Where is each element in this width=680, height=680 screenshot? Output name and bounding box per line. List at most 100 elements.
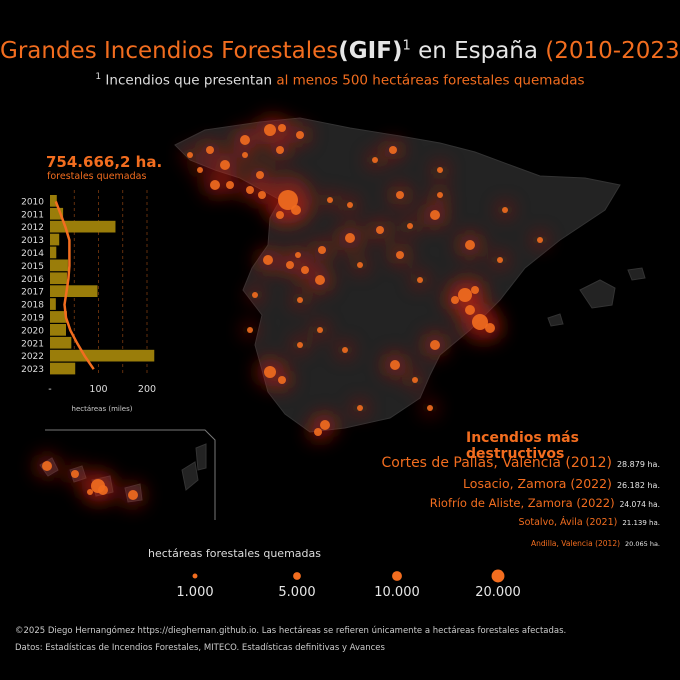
- fire-point: [295, 252, 301, 258]
- fire-point: [345, 233, 355, 243]
- ranking-item-hectares: 28.879 ha.: [616, 460, 660, 469]
- fire-point: [264, 366, 276, 378]
- footer-source: Datos: Estadísticas de Incendios Foresta…: [15, 643, 385, 653]
- fire-point: [465, 305, 475, 315]
- trend-line: [54, 200, 95, 370]
- bar: [50, 220, 116, 233]
- ranking-item-name: Cortes de Pallás, Valencia (2012): [381, 455, 612, 471]
- total-burned-label: forestales quemadas: [47, 171, 147, 182]
- fire-point: [317, 327, 323, 333]
- fire-point: [206, 146, 214, 154]
- ranking-item-name: Sotalvo, Ávila (2021): [518, 517, 618, 528]
- fire-point: [301, 266, 309, 274]
- bar: [50, 233, 60, 246]
- canary-inset-border: [45, 429, 216, 520]
- ranking-item-hectares: 24.074 ha.: [619, 500, 660, 509]
- fire-point: [417, 277, 423, 283]
- bar: [50, 298, 56, 310]
- fire-point: [427, 405, 433, 411]
- fire-point: [187, 152, 193, 158]
- fire-point: [485, 323, 495, 333]
- ranking-item: Cortes de Pallás, Valencia (2012) 28.879 …: [381, 455, 660, 471]
- size-legend-label: 1.000: [176, 585, 214, 600]
- ranking-item-hectares: 26.182 ha.: [616, 481, 660, 490]
- size-legend-circle: [293, 572, 301, 580]
- ranking-item-name: Riofrío de Aliste, Zamora (2022): [429, 496, 615, 510]
- bar: [50, 195, 57, 207]
- total-burned-value: 754.666,2 ha.: [46, 153, 163, 171]
- fire-point: [430, 340, 440, 350]
- page-title: Grandes Incendios Forestales(GIF)1 en Es…: [0, 38, 680, 64]
- fire-point: [390, 360, 400, 370]
- fire-point: [226, 181, 234, 189]
- fire-point: [318, 246, 326, 254]
- fire-point: [297, 297, 303, 303]
- bar: [50, 207, 64, 220]
- fire-point: [471, 286, 479, 294]
- balearic-islands: [547, 267, 646, 327]
- fire-point: [412, 377, 418, 383]
- bar: [50, 311, 67, 323]
- fire-point: [278, 190, 298, 210]
- fire-point: [256, 171, 264, 179]
- fire-point: [276, 146, 284, 154]
- ranking-item-hectares: 20.065 ha.: [625, 540, 660, 548]
- fire-point: [98, 485, 108, 495]
- year-tick-label: 2021: [21, 339, 44, 349]
- size-legend-circle: [392, 571, 402, 581]
- fire-point: [389, 146, 397, 154]
- fire-point: [458, 288, 472, 302]
- year-tick-label: 2013: [21, 236, 44, 246]
- size-legend-label: 5.000: [278, 585, 316, 600]
- fire-point: [437, 192, 443, 198]
- year-tick-label: 2015: [21, 262, 44, 272]
- fire-point: [278, 124, 286, 132]
- year-tick-label: 2023: [21, 365, 44, 375]
- fire-point: [246, 186, 254, 194]
- ranking-item-name: Losacio, Zamora (2022): [463, 476, 612, 491]
- fire-point: [376, 226, 384, 234]
- year-tick-label: 2011: [21, 210, 44, 220]
- fire-point: [42, 461, 52, 471]
- bar: [50, 362, 76, 375]
- ranking-item: Sotalvo, Ávila (2021) 21.139 ha.: [519, 517, 660, 528]
- fire-point: [297, 342, 303, 348]
- year-tick-label: 2016: [21, 275, 44, 285]
- size-legend-circle: [192, 573, 198, 579]
- year-tick-label: 2012: [21, 223, 44, 233]
- year-tick-label: 2010: [21, 197, 44, 207]
- fire-point: [372, 157, 378, 163]
- fire-point: [327, 197, 333, 203]
- year-tick-label: 2017: [21, 288, 44, 298]
- bar: [50, 324, 67, 336]
- fire-point: [497, 257, 503, 263]
- year-tick-label: 2018: [21, 301, 44, 311]
- fire-point: [357, 262, 363, 268]
- fire-point: [276, 211, 284, 219]
- fire-point: [315, 275, 325, 285]
- footer-credits: ©2025 Diego Hernangómez https://dieghern…: [15, 626, 567, 636]
- fire-point: [407, 223, 413, 229]
- year-tick-label: 2022: [21, 352, 44, 362]
- fire-point: [396, 251, 404, 259]
- fire-point: [437, 167, 443, 173]
- year-tick-label: 2020: [21, 326, 44, 336]
- x-tick-label: 100: [89, 384, 107, 395]
- fire-point: [258, 191, 266, 199]
- size-legend-title: hectáreas forestales quemadas: [148, 547, 321, 560]
- fire-point: [247, 327, 253, 333]
- fire-point: [220, 160, 230, 170]
- fire-point: [465, 240, 475, 250]
- size-legend-label: 10.000: [374, 585, 420, 600]
- fire-point: [430, 210, 440, 220]
- fire-point: [71, 470, 79, 478]
- fire-point: [242, 152, 248, 158]
- fire-point: [286, 261, 294, 269]
- year-tick-label: 2019: [21, 314, 44, 324]
- fire-points-layer: [42, 124, 543, 500]
- bar: [50, 259, 68, 272]
- fire-point: [278, 376, 286, 384]
- fire-point: [87, 489, 93, 495]
- bar: [50, 285, 98, 297]
